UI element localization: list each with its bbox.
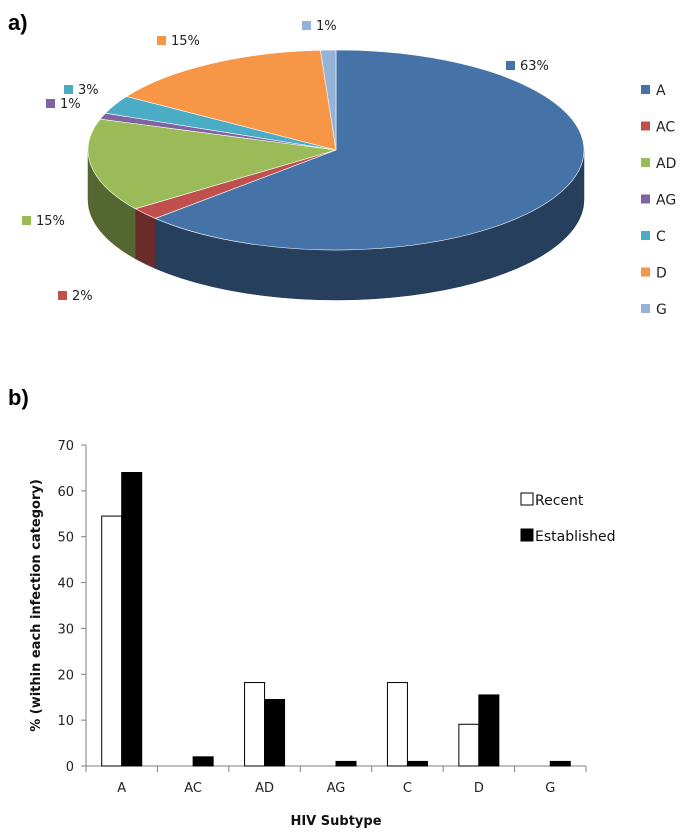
bar-established-c: [406, 760, 428, 767]
pie-label-marker: [157, 36, 166, 45]
bar-legend-entry: Recent: [535, 493, 584, 509]
bar-established-ad: [264, 699, 286, 767]
pie-label-marker: [22, 216, 31, 225]
legend-entry: A: [656, 83, 666, 99]
bar-recent-d: [458, 723, 480, 767]
bar-legend-swatch: [520, 492, 534, 506]
panel-b-label: b): [8, 385, 29, 410]
legend-swatch: [641, 267, 650, 277]
pie-label-marker: [506, 61, 515, 70]
pie-slice-d: [125, 49, 337, 151]
pie-side-ac: [135, 208, 156, 269]
x-tick-label: C: [403, 781, 412, 796]
legend-swatch: [641, 158, 650, 167]
bar-chart: 0 10 20 30 40 50 60 70 A AC AD AG C D G HIV Subtype % (w…: [29, 439, 616, 829]
pie-label-marker: [46, 99, 55, 108]
legend-entry: C: [656, 229, 666, 245]
legend-swatch: [641, 121, 650, 131]
pie-slice-a: [154, 49, 585, 251]
pie-data-label: 15%: [36, 214, 65, 229]
panel-a-label: a): [8, 10, 28, 35]
pie-slice-g: [320, 49, 337, 151]
bar-established-ag: [335, 760, 357, 767]
pie-legend: A AC AD AG C D G: [641, 83, 676, 318]
bar-recent-c: [386, 682, 408, 767]
pie-label-marker: [302, 21, 311, 30]
legend-entry: G: [656, 302, 667, 318]
y-tick-label: 10: [57, 714, 74, 729]
bar-legend-entry: Established: [535, 529, 616, 545]
y-tick-label: 20: [57, 668, 74, 683]
y-tick-label: 30: [57, 622, 74, 637]
bar-established-g: [549, 760, 571, 767]
legend-entry: AG: [656, 193, 676, 209]
x-tick-label: G: [545, 781, 555, 796]
pie-data-label: 63%: [520, 59, 549, 74]
legend-swatch: [641, 85, 650, 94]
legend-entry: D: [656, 266, 667, 282]
y-tick-label: 50: [57, 531, 74, 546]
y-tick-label: 60: [57, 485, 74, 500]
pie-data-label: 3%: [78, 83, 99, 98]
x-tick-label: AC: [184, 781, 202, 796]
legend-entry: AD: [656, 156, 676, 172]
y-tick-label: 40: [57, 577, 74, 592]
pie-data-label: 1%: [60, 97, 81, 112]
legend-swatch: [641, 231, 650, 240]
pie-data-label: 15%: [171, 34, 200, 49]
bar-established-a: [121, 472, 143, 767]
bar-established-ac: [192, 756, 214, 767]
x-tick-label: D: [474, 781, 484, 796]
pie-label-marker: [58, 291, 67, 300]
bar-legend-swatch: [520, 528, 534, 542]
bar-established-d: [478, 694, 500, 767]
x-tick-label: AG: [327, 781, 346, 796]
y-axis-title: % (within each infection category): [29, 479, 44, 732]
bar-recent-ad: [244, 682, 266, 767]
y-tick-label: 70: [57, 439, 74, 454]
pie-data-label: 1%: [316, 19, 337, 34]
y-tick-label: 0: [66, 760, 74, 775]
legend-swatch: [641, 304, 650, 313]
pie-chart: 63%2%15%1%3%15%1%: [22, 19, 585, 304]
x-axis-title: HIV Subtype: [290, 814, 381, 829]
pie-label-marker: [64, 85, 73, 94]
x-tick-label: A: [117, 781, 126, 796]
pie-data-label: 2%: [72, 289, 93, 304]
pie-slice-ad: [87, 118, 337, 210]
x-tick-label: AD: [255, 781, 274, 796]
bar-recent-a: [101, 515, 123, 767]
legend-swatch: [641, 194, 650, 204]
legend-entry: AC: [656, 120, 675, 136]
